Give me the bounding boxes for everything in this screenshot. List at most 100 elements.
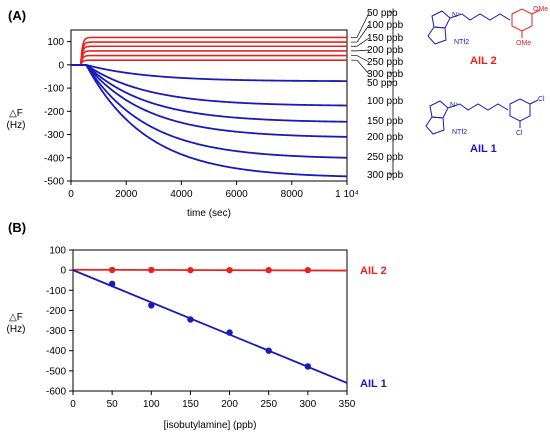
ail-2-series-label: AIL 2 — [360, 265, 387, 277]
ail2-structure — [427, 8, 541, 45]
chart-b-x-tick-label: 300 — [300, 399, 317, 410]
chart-b-y-tick-label: -300 — [46, 326, 66, 337]
chart-b-x-tick-label: 350 — [339, 399, 356, 410]
ail-2-data-point — [187, 266, 194, 274]
red-line-200-ppb — [71, 50, 347, 66]
chart-a-red-series — [71, 36, 347, 66]
ail2-name: AIL 2 — [470, 55, 497, 67]
ail2-sub-bottom: OMe — [516, 40, 531, 47]
chart-a-y-ticks: 100 0 -100 -200 -300 -400 -500 — [44, 37, 71, 188]
blue-series-label: 300 ppb — [367, 170, 404, 181]
chart-b-x-ticks: 0 50 100 150 200 250 300 350 — [70, 391, 356, 410]
chart-b-plot-area — [72, 249, 348, 392]
chart-b-y-tick-label: -200 — [46, 306, 66, 317]
chart-b-y-tick-label: -100 — [46, 286, 66, 297]
red-leader-line — [351, 24, 370, 43]
chart-b-x-tick-label: 0 — [70, 399, 76, 410]
ail1-name: AIL 1 — [470, 143, 497, 155]
ail1-structure — [425, 98, 539, 135]
blue-line-300-ppb — [71, 63, 348, 178]
red-series-label: 150 ppb — [367, 33, 404, 44]
ail-2-data-point — [108, 266, 116, 274]
blue-line-200-ppb — [71, 63, 348, 138]
red-line-50-ppb — [71, 36, 347, 66]
chart-a-x-tick-label: 8000 — [281, 189, 304, 200]
blue-series-label: 200 ppb — [367, 132, 404, 143]
chart-a-y-tick-label: -100 — [44, 84, 64, 95]
ail-1-data-point — [226, 329, 233, 336]
blue-series-label: 250 ppb — [367, 152, 404, 163]
chart-a-y-tick-label: 0 — [58, 60, 64, 71]
blue-bracket-line — [389, 81, 394, 175]
ail2-ntf2-label: NTf2 — [454, 39, 469, 46]
chart-a-blue-series — [71, 63, 348, 178]
chart-a-y-tick-label: -500 — [44, 177, 64, 188]
red-series-label: 50 ppb — [367, 8, 398, 19]
chart-a-x-tick-label: 1 10⁴ — [335, 189, 359, 200]
chart-b-x-tick-label: 100 — [143, 399, 160, 410]
chart-b-y-tick-label: -600 — [46, 387, 66, 398]
chart-b: 0 50 100 150 200 250 300 350 100 0 -100 -200 -300 -4… — [7, 246, 387, 432]
chart-a-x-tick-label: 2000 — [115, 189, 138, 200]
panel-a-label: (A) — [8, 8, 26, 23]
red-leader-line — [351, 12, 370, 38]
chart-a: 0 2000 4000 6000 8000 1 10⁴ 100 0 -100 -200 -300 -… — [7, 8, 404, 219]
ail-1-fit-line — [72, 269, 348, 384]
chart-b-x-axis-label: [isobutylamine] (ppb) — [164, 420, 257, 431]
ail-1-data-point — [187, 316, 194, 323]
ail-2-data-point — [265, 266, 272, 274]
chart-a-y-tick-label: -300 — [44, 130, 64, 141]
red-leader-line — [351, 59, 370, 75]
chart-b-y-tick-label: 100 — [49, 246, 66, 257]
ail-2-data-point — [304, 266, 312, 274]
panel-b-label: (B) — [8, 220, 26, 235]
red-series-label: 250 ppb — [367, 57, 404, 68]
ail2-sub-top: OMe — [533, 6, 548, 13]
blue-line-250-ppb — [71, 63, 348, 159]
blue-line-50-ppb — [71, 63, 348, 83]
ail1-sub-top: Cl — [538, 96, 545, 103]
chart-b-y-tick-label: -500 — [46, 366, 66, 377]
chart-b-y-axis-label: △F (Hz) — [7, 312, 26, 335]
red-leader-line — [351, 55, 370, 63]
ail1-ntf2-label: NTf2 — [452, 129, 467, 136]
chart-a-y-tick-label: -400 — [44, 153, 64, 164]
ail1-sub-bottom: Cl — [516, 130, 523, 137]
blue-line-150-ppb — [71, 63, 348, 123]
red-bracket-line — [389, 11, 394, 74]
ail1-cation-n: N⁺ — [450, 102, 459, 109]
ail-1-data-point — [148, 302, 155, 309]
red-line-100-ppb — [71, 41, 347, 66]
chart-a-y-axis-label: △F (Hz) — [7, 108, 26, 131]
chart-a-x-ticks: 0 2000 4000 6000 8000 1 10⁴ — [68, 181, 359, 200]
blue-series-label: 50 ppb — [367, 78, 398, 89]
blue-series-label: 150 ppb — [367, 116, 404, 127]
ail-1-data-point — [304, 363, 312, 370]
chart-a-x-tick-label: 4000 — [170, 189, 193, 200]
ail2-cation-n: N⁺ — [452, 12, 461, 19]
blue-series-label: 100 ppb — [367, 96, 404, 107]
chart-b-y-ticks: 100 0 -100 -200 -300 -400 -500 -600 — [46, 246, 73, 398]
red-leader-line — [351, 49, 370, 52]
chart-a-x-axis-label: time (sec) — [187, 208, 231, 219]
chart-b-series-labels: AIL 2 AIL 1 — [360, 265, 387, 390]
red-line-250-ppb — [71, 54, 347, 66]
chart-b-x-tick-label: 150 — [182, 399, 199, 410]
ail-1-data-point — [265, 347, 272, 354]
chart-b-x-tick-label: 250 — [260, 399, 277, 410]
blue-line-100-ppb — [71, 63, 348, 107]
chart-a-y-tick-label: 100 — [47, 37, 64, 48]
ail-1-data-point — [108, 280, 116, 288]
red-series-label: 200 ppb — [367, 45, 404, 56]
red-series-label: 100 ppb — [367, 20, 404, 31]
red-line-150-ppb — [71, 45, 347, 66]
chart-b-x-tick-label: 200 — [221, 399, 238, 410]
ail-2-data-point — [148, 266, 155, 274]
ail-2-fit-line — [72, 268, 348, 272]
chart-a-x-tick-label: 0 — [68, 189, 74, 200]
red-line-300-ppb — [71, 59, 347, 66]
chart-b-y-tick-label: 0 — [60, 266, 66, 277]
chart-a-y-tick-label: -200 — [44, 107, 64, 118]
